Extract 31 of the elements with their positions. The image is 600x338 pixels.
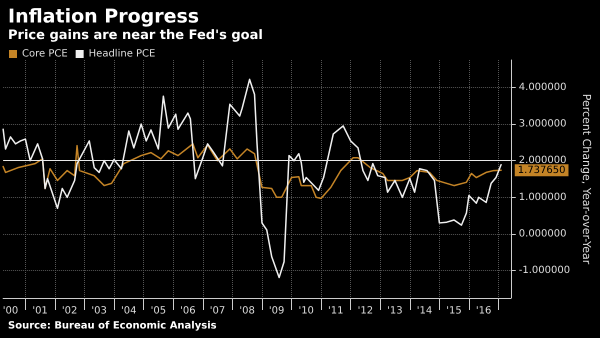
x-tick-label: '07	[210, 306, 226, 316]
x-tick-label: '09	[268, 306, 284, 316]
chart-title: Inflation Progress	[8, 6, 200, 28]
x-tick-label: '02	[62, 306, 78, 316]
legend-label: Core PCE	[22, 48, 68, 60]
chart-subtitle: Price gains are near the Fed's goal	[8, 28, 263, 43]
x-tick-label: '10	[298, 306, 314, 316]
x-tick-label: '12	[358, 306, 374, 316]
line-series	[2, 143, 502, 200]
y-tick-label: -1.000000	[518, 265, 570, 276]
x-tick-label: '08	[239, 306, 255, 316]
x-tick-label: '15	[446, 306, 462, 316]
x-tick-label: '11	[328, 306, 344, 316]
data-label: 1.737650	[518, 164, 566, 176]
legend-label: Headline PCE	[88, 48, 156, 60]
y-tick-label: 0.000000	[518, 228, 566, 240]
x-tick-label: '13	[387, 306, 403, 316]
x-tick-label: '14	[416, 306, 432, 316]
y-axis-title: Percent Change, Year-over-Year	[580, 94, 593, 265]
y-tick-label: 3.000000	[518, 118, 566, 130]
x-tick-label: '04	[121, 306, 137, 316]
x-tick-label: '06	[180, 306, 196, 316]
x-tick-label: '16	[476, 306, 492, 316]
x-tick-label: '00	[2, 306, 18, 316]
x-tick-label: '05	[150, 306, 166, 316]
source-note: Source: Bureau of Economic Analysis	[8, 320, 217, 332]
x-tick-label: '01	[32, 306, 48, 316]
y-tick-label: 2.000000	[518, 155, 566, 166]
x-tick-label: '03	[91, 306, 107, 316]
y-tick-label: 4.000000	[518, 82, 566, 93]
y-tick-label: 1.000000	[518, 192, 566, 203]
